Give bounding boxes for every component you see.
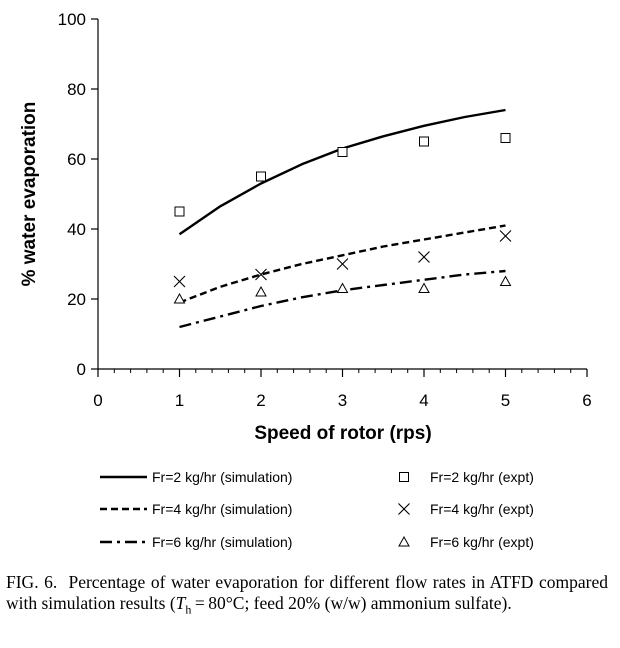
series-line-0: [178, 108, 506, 236]
data-point-square: [500, 133, 511, 143]
y-tick-label: 20: [67, 290, 86, 309]
y-tick-label: 80: [67, 80, 86, 99]
x-axis-ticks: 0 1 2 3 4 5 6: [93, 369, 592, 410]
series-line-1: [179, 224, 506, 304]
caption-rest: = 80°C; feed 20% (w/w) ammonium sulfate)…: [191, 593, 512, 613]
data-point-x: [336, 258, 349, 270]
y-axis-ticks: 0 20 40 60 80 100: [58, 10, 98, 379]
legend-label: Fr=2 kg/hr (simulation): [152, 469, 292, 485]
caption-symbol: T: [175, 593, 186, 613]
legend-marker-square: [399, 472, 409, 482]
plot-series: [173, 108, 512, 329]
legend-marker-triangle: [398, 535, 410, 547]
data-point-triangle: [173, 292, 186, 304]
legend-label: Fr=6 kg/hr (simulation): [152, 534, 292, 550]
x-tick-label: 5: [501, 391, 510, 410]
caption-lead: FIG. 6. Percentage of water evaporation …: [6, 572, 608, 613]
data-point-triangle: [336, 282, 349, 293]
legend-label: Fr=2 kg/hr (expt): [430, 469, 534, 485]
data-point-x: [255, 268, 267, 281]
data-point-square: [419, 136, 429, 147]
data-point-triangle: [255, 285, 267, 297]
data-point-square: [337, 147, 348, 157]
legend-marker-x: [398, 503, 410, 515]
x-tick-label: 2: [256, 391, 265, 410]
data-point-triangle: [499, 275, 512, 286]
y-axis-title: % water evaporation: [19, 102, 40, 287]
y-tick-label: 100: [58, 10, 86, 29]
legend-label: Fr=4 kg/hr (expt): [430, 501, 534, 517]
legend-label: Fr=6 kg/hr (expt): [430, 534, 534, 550]
data-point-x: [173, 275, 186, 288]
x-tick-label: 6: [582, 391, 591, 410]
caption-subscript: h: [185, 602, 192, 617]
x-tick-label: 4: [419, 391, 428, 410]
x-axis-title: Speed of rotor (rps): [254, 423, 431, 444]
data-point-x: [499, 230, 512, 242]
data-point-square: [174, 206, 185, 217]
legend-label: Fr=4 kg/hr (simulation): [152, 501, 292, 517]
chart: 0 20 40 60 80 100 0 1 2 3 4 5 6 Speed of rotor (rps…: [19, 10, 592, 550]
data-point-x: [418, 251, 430, 263]
data-point-square: [256, 171, 266, 182]
legend: Fr=2 kg/hr (simulation) Fr=4 kg/hr (simul…: [100, 469, 534, 550]
data-point-triangle: [418, 282, 430, 293]
x-tick-label: 3: [338, 391, 347, 410]
x-tick-label: 1: [175, 391, 184, 410]
series-line-2: [179, 269, 506, 329]
x-tick-label: 0: [93, 391, 102, 410]
figure-caption: FIG. 6. Percentage of water evaporation …: [6, 572, 608, 621]
y-tick-label: 0: [77, 360, 86, 379]
y-tick-label: 60: [67, 150, 86, 169]
y-tick-label: 40: [67, 220, 86, 239]
